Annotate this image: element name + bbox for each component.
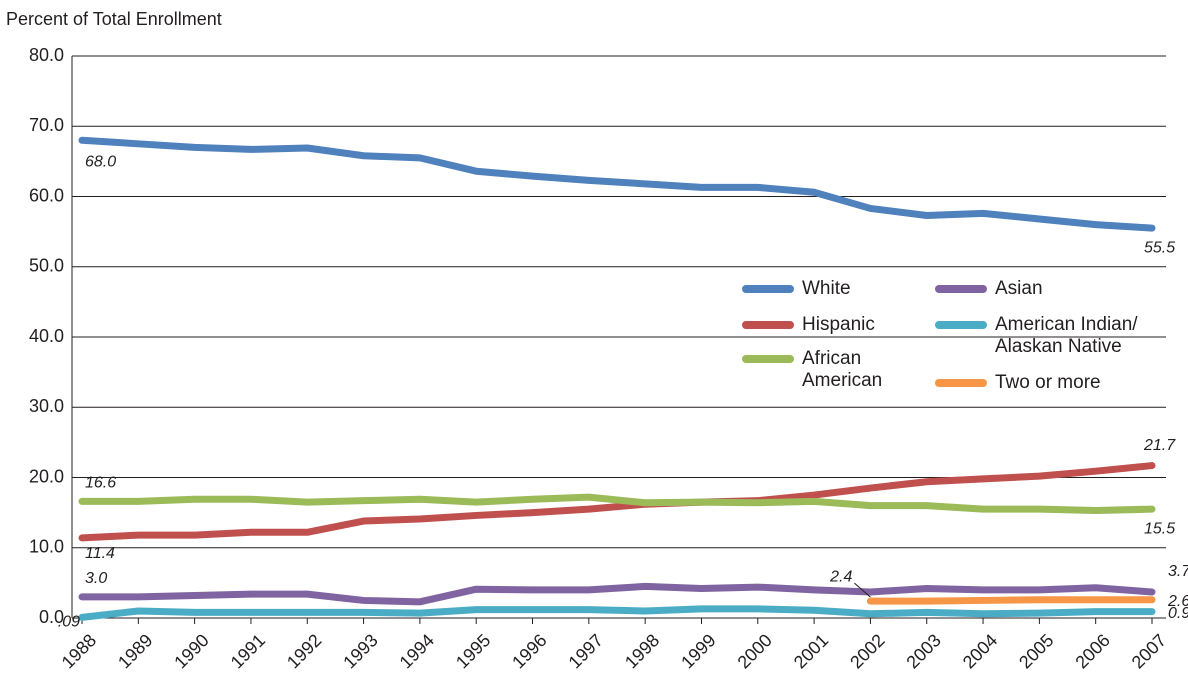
y-tick-label: 0.0 bbox=[39, 607, 64, 627]
y-tick-label: 50.0 bbox=[29, 256, 64, 276]
legend-label: American Indian/ Alaskan Native bbox=[995, 314, 1138, 357]
x-tick-label: 2004 bbox=[959, 630, 1001, 672]
x-tick-label: 1998 bbox=[621, 630, 663, 672]
x-tick-label: 2001 bbox=[790, 630, 832, 672]
data-label: 16.6 bbox=[85, 475, 116, 492]
data-label: .09 bbox=[58, 614, 80, 631]
x-tick-label: 2006 bbox=[1071, 630, 1113, 672]
series-line bbox=[866, 596, 1156, 605]
legend-item: American Indian/ Alaskan Native bbox=[935, 314, 1188, 358]
y-tick-label: 60.0 bbox=[29, 185, 64, 205]
x-tick-label: 1992 bbox=[283, 630, 325, 672]
legend-swatch bbox=[742, 285, 794, 293]
x-tick-label: 2000 bbox=[734, 630, 776, 672]
x-tick-label: 2005 bbox=[1015, 630, 1057, 672]
data-label: 15.5 bbox=[1144, 520, 1175, 537]
x-tick-label: 2007 bbox=[1128, 630, 1170, 672]
legend-item: Asian bbox=[935, 278, 1188, 300]
data-label: 2.4 bbox=[829, 568, 852, 585]
data-label: 3.7 bbox=[1168, 563, 1188, 580]
legend-item: Two or more bbox=[935, 372, 1188, 394]
x-tick-label: 1988 bbox=[58, 630, 100, 672]
legend-label: Hispanic bbox=[802, 314, 875, 335]
x-tick-label: 1999 bbox=[677, 630, 719, 672]
legend-label: African American bbox=[802, 348, 883, 391]
legend-swatch bbox=[935, 285, 987, 293]
series-line bbox=[78, 462, 1156, 542]
x-tick-label: 1995 bbox=[452, 630, 494, 672]
legend-item: White bbox=[742, 278, 942, 300]
x-tick-label: 1996 bbox=[508, 630, 550, 672]
series-line bbox=[78, 136, 1156, 232]
x-tick-label: 1990 bbox=[170, 630, 212, 672]
x-tick-label: 1994 bbox=[396, 630, 438, 672]
y-tick-label: 30.0 bbox=[29, 396, 64, 416]
y-axis-title: Percent of Total Enrollment bbox=[6, 9, 222, 29]
legend-label: Asian bbox=[995, 278, 1043, 299]
data-label: 2.6 bbox=[1167, 593, 1188, 610]
y-tick-label: 70.0 bbox=[29, 115, 64, 135]
x-tick-label: 1989 bbox=[114, 630, 156, 672]
legend-swatch bbox=[742, 355, 794, 363]
x-tick-label: 2003 bbox=[902, 630, 944, 672]
series-line bbox=[78, 605, 1156, 621]
legend-label: Two or more bbox=[995, 372, 1101, 393]
x-tick-label: 1991 bbox=[227, 630, 269, 672]
legend-item: Hispanic bbox=[742, 314, 942, 336]
legend-item: African American bbox=[742, 348, 922, 392]
data-label: 21.7 bbox=[1143, 437, 1176, 454]
leader-line bbox=[854, 582, 871, 598]
y-tick-label: 40.0 bbox=[29, 326, 64, 346]
x-tick-label: 1997 bbox=[565, 630, 607, 672]
legend-label: White bbox=[802, 278, 851, 299]
data-label: 55.5 bbox=[1144, 239, 1175, 256]
x-tick-label: 1993 bbox=[339, 630, 381, 672]
data-label: 68.0 bbox=[85, 154, 116, 171]
y-tick-label: 80.0 bbox=[29, 45, 64, 65]
legend-swatch bbox=[935, 379, 987, 387]
series-line bbox=[78, 493, 1156, 515]
y-tick-label: 10.0 bbox=[29, 537, 64, 557]
legend-swatch bbox=[742, 321, 794, 329]
y-tick-label: 20.0 bbox=[29, 466, 64, 486]
series-line bbox=[78, 582, 1156, 606]
data-label: 3.0 bbox=[85, 570, 107, 587]
legend-swatch bbox=[935, 321, 987, 329]
x-tick-label: 2002 bbox=[846, 630, 888, 672]
data-label: 0.9 bbox=[1168, 605, 1188, 622]
data-label: 11.4 bbox=[85, 545, 115, 562]
